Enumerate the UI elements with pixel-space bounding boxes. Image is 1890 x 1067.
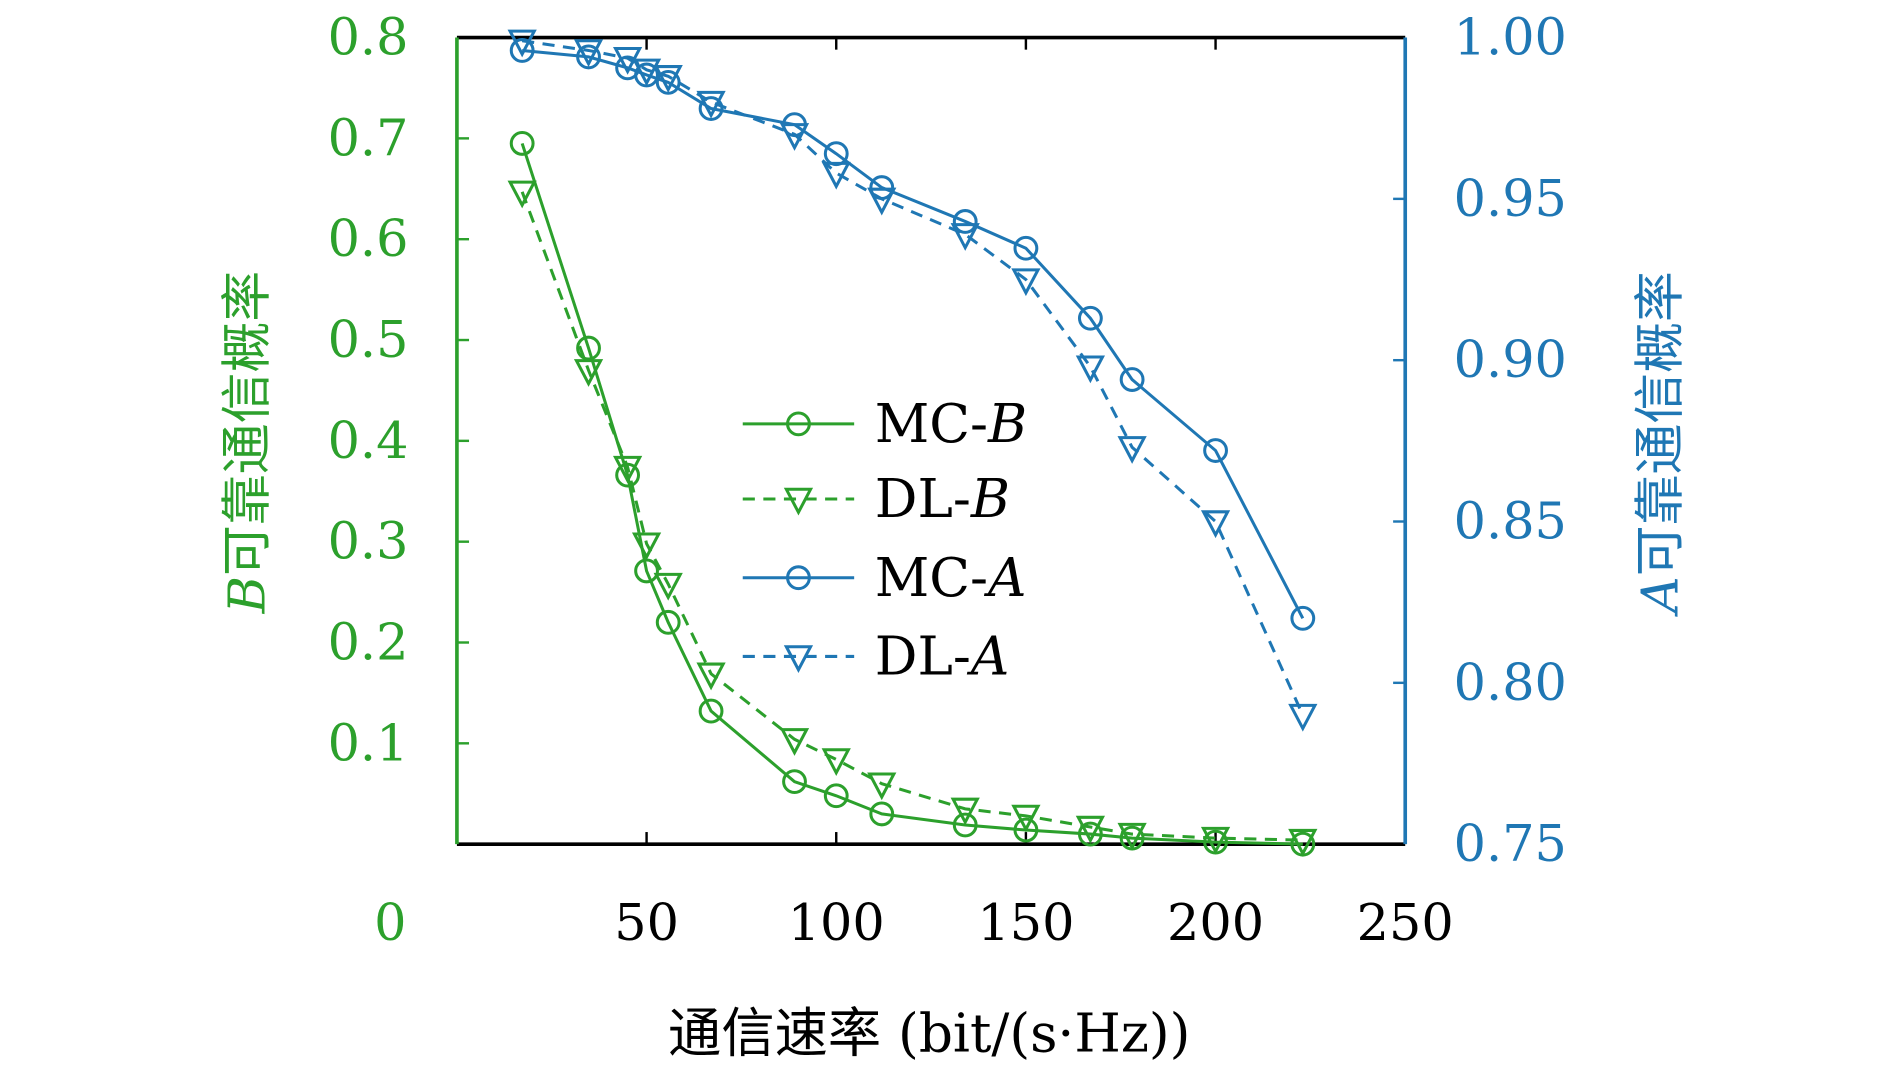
y-tick-label-left: 0.2 bbox=[328, 612, 409, 671]
y-axis-label-right-italic: A bbox=[1631, 576, 1690, 617]
y-tick-label-right: 0.95 bbox=[1454, 169, 1567, 228]
y-tick-label-right: 0.75 bbox=[1454, 814, 1567, 873]
data-point-mc-a bbox=[952, 209, 978, 234]
data-point-dl-b bbox=[1011, 804, 1041, 833]
axes: 0 50 100 150 200 2500.10.20.30.40.50.60.70.80… bbox=[328, 8, 1567, 952]
legend: MC-B DL-B MC-A DL-A bbox=[742, 393, 1027, 688]
y-tick-label-right: 0.90 bbox=[1454, 330, 1567, 389]
data-point-dl-a bbox=[1288, 703, 1318, 732]
data-point-dl-a bbox=[1011, 268, 1041, 297]
data-point-dl-a bbox=[779, 123, 810, 151]
data-point-mc-b bbox=[782, 769, 807, 795]
y-tick-label-right: 0.80 bbox=[1454, 653, 1567, 712]
data-point-dl-b bbox=[821, 748, 851, 777]
y-axis-label-left-italic: B bbox=[217, 576, 276, 614]
y-axis-label-right-rest: 可靠通信概率 bbox=[1631, 271, 1690, 576]
data-point-dl-b bbox=[696, 662, 726, 691]
data-point-mc-a bbox=[698, 96, 724, 121]
y-tick-label-left: 0.7 bbox=[328, 108, 409, 167]
y-axis-label-right: A可靠通信概率 bbox=[1631, 271, 1690, 617]
y-tick-label-left: 0.3 bbox=[328, 512, 409, 571]
x-axis-label: 通信速率 (bit/(s·Hz)) bbox=[668, 1002, 1190, 1064]
data-point-mc-b bbox=[823, 783, 849, 809]
data-point-dl-a bbox=[867, 187, 897, 216]
data-point-mc-b bbox=[509, 130, 535, 156]
series-layer bbox=[507, 29, 1318, 857]
data-point-mc-b bbox=[1013, 817, 1039, 843]
data-point-mc-a bbox=[1077, 305, 1103, 331]
y-tick-label-left: 0.6 bbox=[328, 209, 409, 268]
x-tick-label: 50 bbox=[614, 893, 679, 952]
legend-label-mc-a: MC-A bbox=[875, 547, 1027, 609]
data-point-dl-b bbox=[950, 797, 980, 826]
data-point-dl-b bbox=[1288, 828, 1318, 857]
data-point-mc-b bbox=[1077, 821, 1103, 847]
legend-item-mc-a: MC-A bbox=[742, 547, 1027, 609]
series-mc-a bbox=[509, 38, 1316, 631]
data-point-dl-b bbox=[653, 572, 683, 601]
legend-marker-mc-b bbox=[786, 411, 811, 437]
y-tick-label-left: 0.8 bbox=[328, 8, 409, 67]
data-point-dl-a bbox=[573, 39, 604, 68]
data-point-dl-a bbox=[653, 65, 683, 93]
data-point-dl-a bbox=[821, 161, 851, 190]
legend-item-dl-a: DL-A bbox=[742, 626, 1010, 688]
x-tick-label: 200 bbox=[1167, 893, 1264, 952]
data-point-mc-a bbox=[1203, 438, 1228, 463]
data-point-dl-b bbox=[779, 728, 810, 756]
data-point-dl-b bbox=[1117, 822, 1147, 851]
series-line-dl-a bbox=[521, 39, 1305, 716]
data-point-dl-a bbox=[1200, 510, 1231, 539]
legend-label-dl-b: DL-B bbox=[875, 468, 1010, 530]
series-line-mc-a bbox=[522, 48, 1305, 620]
data-point-dl-b bbox=[573, 359, 604, 387]
data-point-dl-a bbox=[696, 90, 726, 119]
y-tick-label-right: 0.85 bbox=[1454, 491, 1567, 550]
x-tick-label: 100 bbox=[788, 893, 885, 952]
legend-label-dl-a: DL-A bbox=[875, 626, 1010, 688]
y-tick-label-left: 0 bbox=[374, 893, 406, 952]
legend-item-dl-b: DL-B bbox=[742, 468, 1010, 530]
y-tick-label-left: 0.5 bbox=[328, 310, 409, 369]
data-point-mc-b bbox=[655, 609, 681, 635]
legend-marker-mc-a bbox=[786, 565, 811, 591]
y-axis-label-left-rest: 可靠通信概率 bbox=[217, 271, 276, 576]
data-point-mc-a bbox=[509, 38, 535, 63]
data-point-mc-a bbox=[1013, 235, 1039, 261]
data-point-mc-a bbox=[655, 69, 681, 95]
data-point-dl-a bbox=[1117, 436, 1147, 464]
x-tick-label: 150 bbox=[977, 893, 1074, 952]
y-axis-label-left: B可靠通信概率 bbox=[217, 271, 276, 615]
data-point-mc-a bbox=[576, 44, 601, 70]
series-dl-a bbox=[507, 29, 1318, 732]
y-tick-label-left: 0.1 bbox=[328, 713, 409, 772]
series-dl-b bbox=[507, 180, 1318, 857]
data-point-dl-a bbox=[507, 29, 537, 58]
data-point-mc-b bbox=[952, 812, 978, 838]
legend-item-mc-b: MC-B bbox=[742, 393, 1027, 455]
data-point-dl-b bbox=[612, 455, 643, 484]
data-point-dl-b bbox=[631, 532, 662, 561]
data-point-mc-a bbox=[1290, 605, 1316, 631]
data-point-mc-b bbox=[576, 335, 601, 361]
data-point-mc-b bbox=[698, 698, 724, 724]
x-tick-label: 250 bbox=[1357, 893, 1454, 952]
data-point-dl-b bbox=[1200, 826, 1231, 855]
legend-label-mc-b: MC-B bbox=[875, 393, 1027, 455]
data-point-dl-b bbox=[867, 772, 897, 801]
data-point-dl-b bbox=[1075, 815, 1106, 844]
data-point-dl-a bbox=[950, 223, 980, 251]
y-tick-label-left: 0.4 bbox=[328, 411, 409, 470]
data-point-mc-b bbox=[869, 801, 895, 827]
data-point-mc-a bbox=[1119, 367, 1145, 392]
legend-marker-dl-a bbox=[783, 645, 814, 674]
data-point-dl-b bbox=[507, 180, 537, 209]
y-tick-label-right: 1.00 bbox=[1454, 8, 1567, 67]
data-point-dl-a bbox=[631, 58, 662, 87]
legend-marker-dl-b bbox=[783, 487, 814, 516]
data-point-dl-a bbox=[1075, 355, 1106, 384]
series-line-mc-b bbox=[520, 142, 1303, 846]
